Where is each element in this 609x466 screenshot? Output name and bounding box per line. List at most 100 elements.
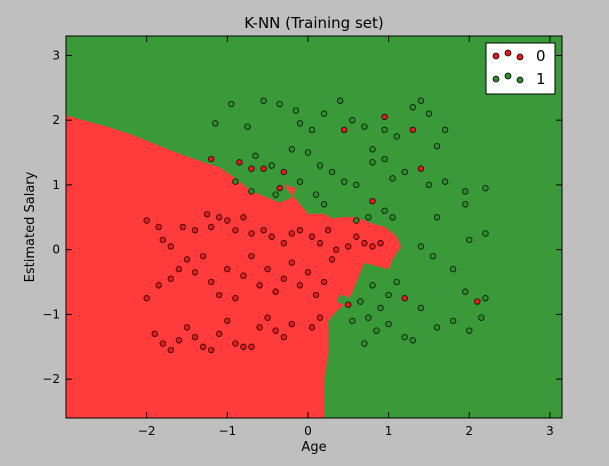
data-point-class-0 xyxy=(320,278,328,286)
data-point-class-0 xyxy=(381,113,388,121)
data-point-class-0 xyxy=(203,210,211,218)
data-point-class-1 xyxy=(478,314,485,321)
data-point-class-0 xyxy=(308,233,316,240)
data-point-class-0 xyxy=(248,343,255,350)
legend-entry-0: 0 xyxy=(492,47,546,65)
data-point-class-1 xyxy=(409,104,416,111)
data-point-class-0 xyxy=(159,340,166,347)
x-axis: −2 −1 0 1 2 3 xyxy=(138,36,554,438)
data-point-class-0 xyxy=(324,227,332,234)
data-point-class-1 xyxy=(381,155,388,163)
data-point-class-0 xyxy=(155,223,162,231)
data-point-class-1 xyxy=(482,295,489,302)
data-point-class-1 xyxy=(389,175,396,182)
data-point-class-0 xyxy=(240,272,247,279)
data-point-class-1 xyxy=(268,162,275,169)
data-point-class-1 xyxy=(296,178,304,185)
data-point-class-1 xyxy=(260,97,267,104)
y-tick-label: 1 xyxy=(52,178,60,192)
data-point-class-0 xyxy=(208,155,215,163)
data-point-class-0 xyxy=(208,223,215,231)
data-point-class-0 xyxy=(272,288,279,295)
y-tick-label: −1 xyxy=(42,307,60,321)
data-point-class-0 xyxy=(191,227,199,234)
data-point-class-0 xyxy=(175,265,183,273)
data-point-class-1 xyxy=(337,97,344,104)
x-tick-label: 3 xyxy=(546,424,554,438)
data-point-class-0 xyxy=(316,314,324,321)
data-points xyxy=(143,97,489,354)
x-tick-label: −1 xyxy=(218,424,236,438)
y-tick-label: 2 xyxy=(52,113,60,127)
data-point-class-1 xyxy=(365,314,372,321)
data-point-class-0 xyxy=(167,346,174,354)
data-point-class-0 xyxy=(248,230,255,237)
legend-marker-0 xyxy=(504,49,512,57)
data-point-class-1 xyxy=(349,317,356,325)
data-point-class-1 xyxy=(433,142,441,150)
data-point-class-1 xyxy=(353,181,360,189)
data-point-class-0 xyxy=(260,227,267,234)
y-axis: −2 −1 0 1 2 3 xyxy=(42,48,562,386)
data-point-class-0 xyxy=(308,324,316,331)
data-point-class-0 xyxy=(191,333,199,341)
data-point-class-1 xyxy=(417,243,425,250)
x-tick-label: −2 xyxy=(138,424,156,438)
data-point-class-1 xyxy=(417,97,425,104)
data-point-class-0 xyxy=(232,340,239,347)
data-point-class-1 xyxy=(462,201,469,208)
data-point-class-0 xyxy=(159,236,166,244)
data-point-class-1 xyxy=(482,230,489,237)
data-point-class-0 xyxy=(143,217,150,224)
data-point-class-1 xyxy=(409,337,416,344)
plot-frame xyxy=(65,35,563,419)
data-point-class-1 xyxy=(449,317,457,325)
data-point-class-0 xyxy=(316,240,324,247)
data-point-class-1 xyxy=(385,320,392,328)
chart-title: K-NN (Training set) xyxy=(244,14,383,32)
data-point-class-0 xyxy=(248,252,255,260)
data-point-class-0 xyxy=(288,230,295,237)
data-point-class-1 xyxy=(425,110,433,117)
legend-label-1: 1 xyxy=(536,70,546,88)
data-point-class-0 xyxy=(216,291,223,299)
data-point-class-1 xyxy=(369,159,376,166)
data-point-class-0 xyxy=(199,343,207,350)
data-point-class-1 xyxy=(361,340,368,347)
y-tick-label: 0 xyxy=(52,243,60,257)
decision-region-class-0 xyxy=(66,115,401,418)
data-point-class-1 xyxy=(377,304,384,312)
data-point-class-0 xyxy=(361,240,368,247)
y-tick-label: 3 xyxy=(52,48,60,62)
data-point-class-0 xyxy=(280,168,287,176)
data-point-class-0 xyxy=(143,295,150,302)
plot-area xyxy=(65,35,563,419)
data-point-class-0 xyxy=(191,269,199,276)
data-point-class-0 xyxy=(216,214,223,221)
x-tick-label: 2 xyxy=(465,424,473,438)
data-point-class-1 xyxy=(276,100,283,108)
data-point-class-0 xyxy=(312,291,320,299)
data-point-class-0 xyxy=(474,298,481,305)
data-point-class-0 xyxy=(240,343,247,350)
data-point-class-1 xyxy=(272,191,279,198)
data-point-class-0 xyxy=(268,233,275,240)
data-point-class-1 xyxy=(401,168,408,176)
data-point-class-0 xyxy=(377,240,384,247)
decision-regions xyxy=(66,115,401,418)
legend-box xyxy=(485,42,556,95)
data-point-class-1 xyxy=(353,217,360,224)
data-point-class-1 xyxy=(292,107,300,114)
data-point-class-0 xyxy=(280,275,287,282)
data-point-class-1 xyxy=(373,327,380,334)
x-tick-label: 1 xyxy=(385,424,393,438)
data-point-class-1 xyxy=(312,191,320,198)
data-point-class-1 xyxy=(357,298,364,305)
data-point-class-0 xyxy=(417,165,425,172)
y-axis-label: Estimated Salary xyxy=(23,171,38,282)
data-point-class-0 xyxy=(272,327,279,334)
data-point-class-0 xyxy=(224,317,231,325)
y-tick-label: −2 xyxy=(42,372,60,386)
data-point-class-0 xyxy=(256,282,263,289)
data-point-class-0 xyxy=(183,256,191,263)
